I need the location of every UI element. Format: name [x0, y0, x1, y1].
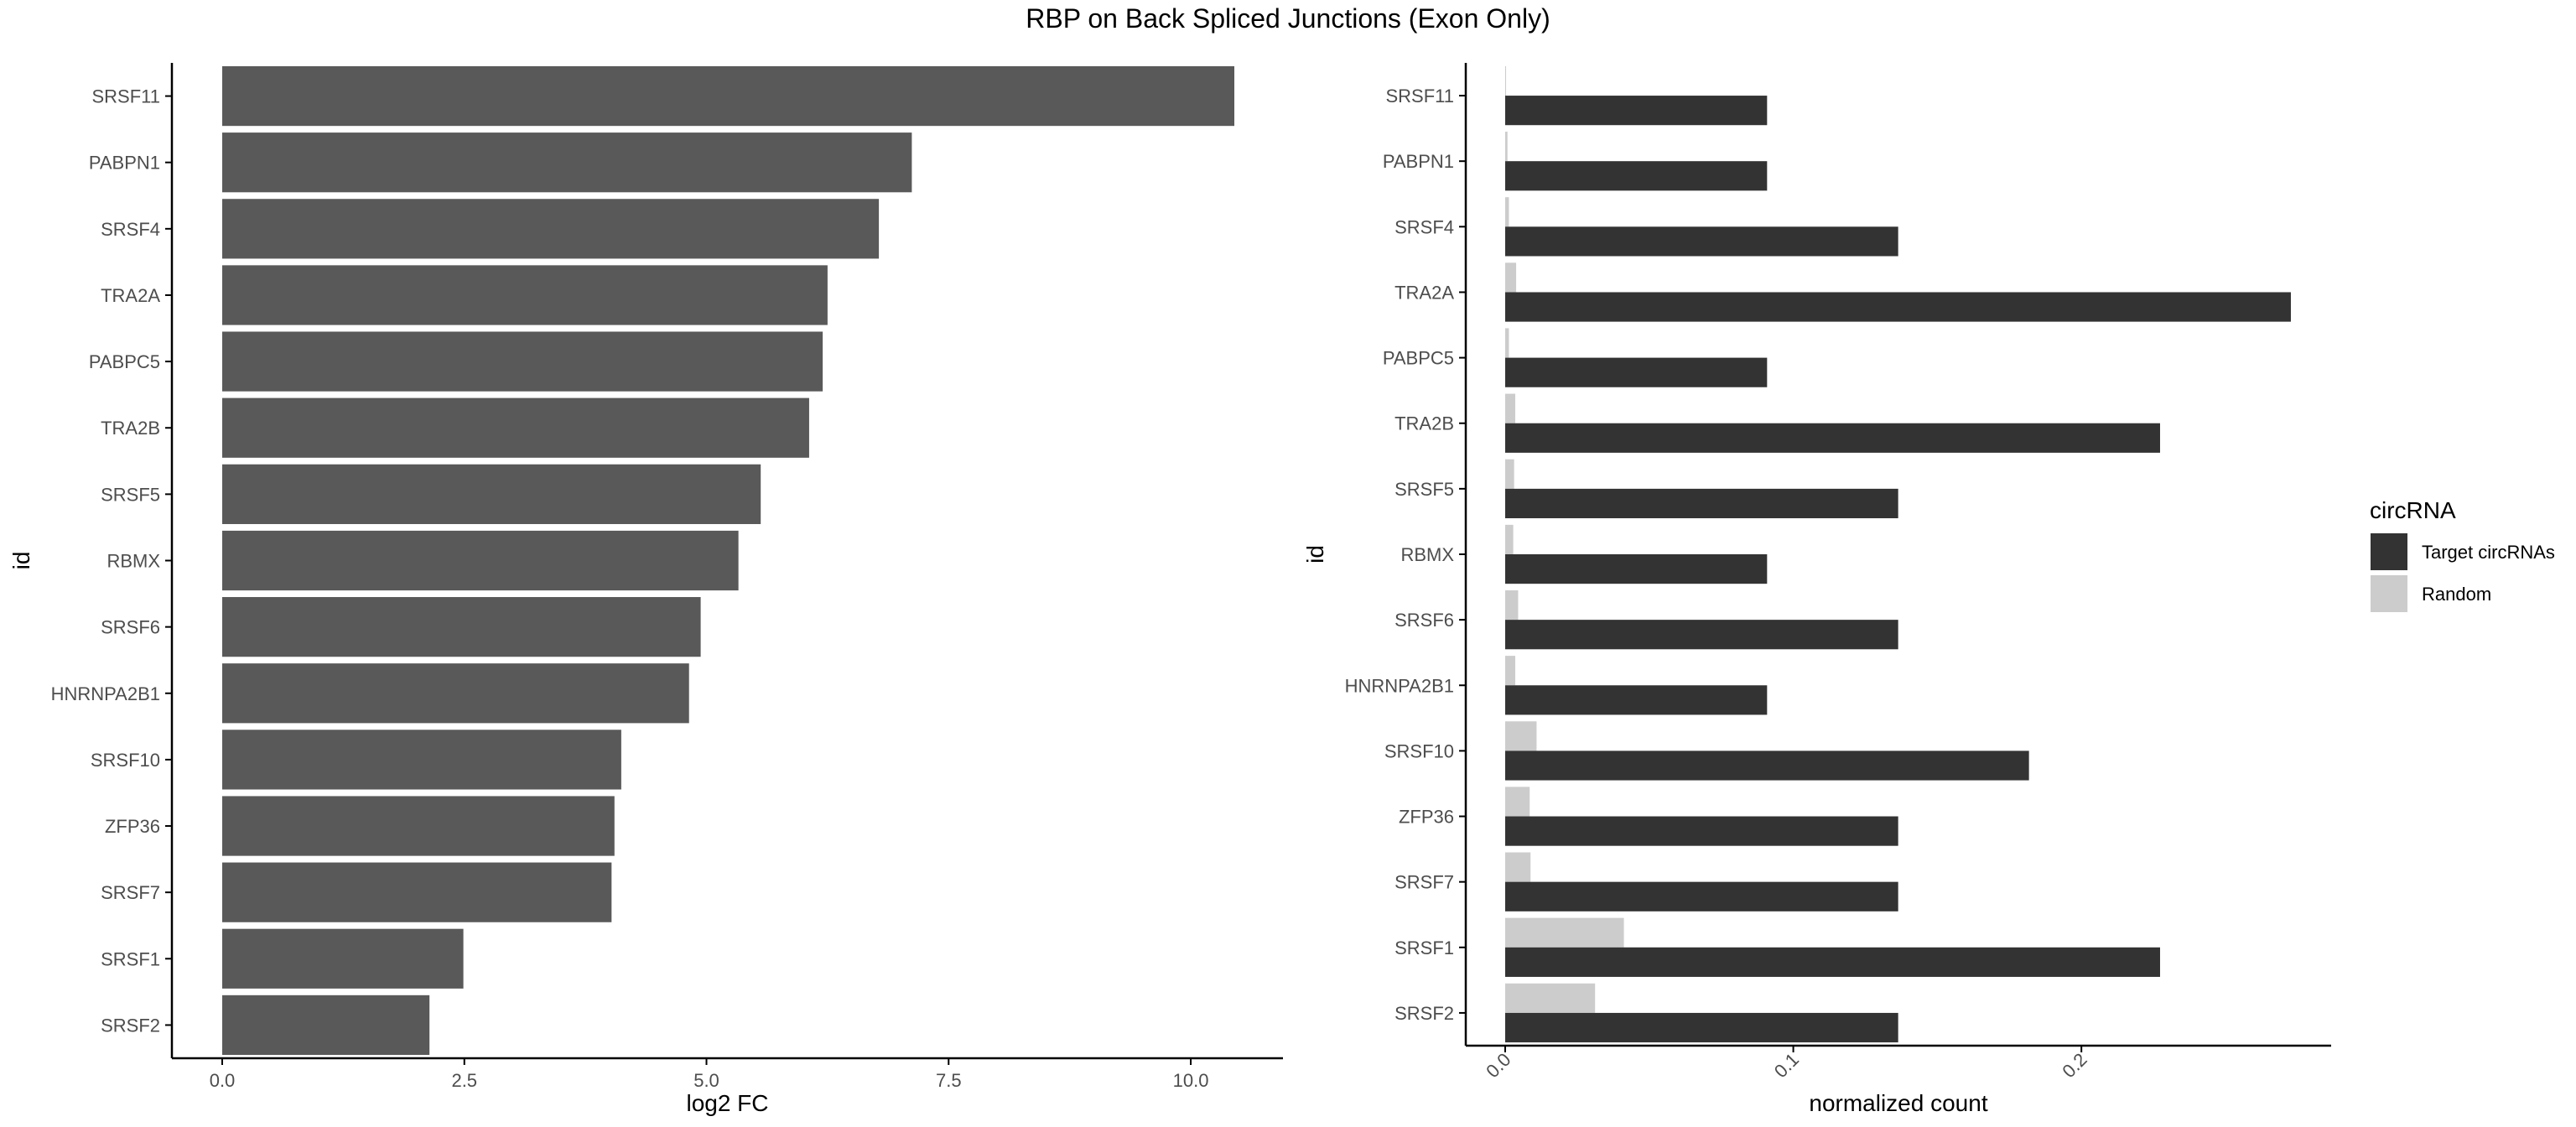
- legend-swatch: [2371, 533, 2407, 570]
- y-tick-label: HNRNPA2B1: [51, 683, 160, 704]
- bar-random-rbmx: [1505, 524, 1514, 554]
- y-tick-label: PABPN1: [89, 153, 160, 174]
- y-axis-title: id: [1302, 545, 1328, 564]
- bar-target-srsf4: [1505, 226, 1898, 257]
- bar-target-hnrnpa2b1: [1505, 685, 1768, 715]
- x-tick-label: 2.5: [451, 1070, 477, 1091]
- y-tick-label: SRSF5: [101, 484, 160, 505]
- bar-random-srsf5: [1505, 459, 1514, 489]
- bar-random-srsf1: [1505, 917, 1624, 948]
- y-tick-label: SRSF4: [1394, 216, 1454, 237]
- bar-random-pabpn1: [1505, 132, 1508, 162]
- bar-srsf1: [222, 928, 464, 989]
- chart-title: RBP on Back Spliced Junctions (Exon Only…: [1026, 3, 1550, 34]
- y-tick-label: SRSF11: [91, 86, 160, 107]
- y-tick-label: SRSF1: [101, 948, 160, 969]
- legend-title: circRNA: [2370, 497, 2456, 523]
- y-tick-label: TRA2B: [101, 418, 160, 439]
- bar-srsf10: [222, 730, 621, 790]
- y-tick-label: ZFP36: [1399, 807, 1454, 828]
- bar-pabpc5: [222, 331, 823, 392]
- bar-target-zfp36: [1505, 816, 1898, 846]
- legend-label: Random: [2422, 584, 2491, 605]
- bar-target-srsf7: [1505, 881, 1898, 911]
- bar-rbmx: [222, 530, 739, 591]
- legend: circRNA Target circRNAs Random: [2370, 497, 2555, 612]
- bar-srsf11: [222, 65, 1234, 127]
- x-tick-label: 0.1: [1770, 1049, 1803, 1082]
- x-tick-label: 0.0: [210, 1070, 236, 1091]
- bar-target-srsf6: [1505, 620, 1898, 650]
- x-tick-label: 5.0: [693, 1070, 719, 1091]
- y-tick-label: SRSF11: [1385, 86, 1454, 106]
- bar-random-srsf4: [1505, 197, 1509, 227]
- bar-srsf6: [222, 597, 701, 657]
- y-tick-label: PABPN1: [1383, 151, 1454, 172]
- y-tick-label: SRSF2: [1394, 1003, 1454, 1024]
- y-tick-label: SRSF10: [91, 750, 160, 771]
- bar-zfp36: [222, 796, 615, 856]
- bar-pabpn1: [222, 132, 912, 193]
- bar-random-tra2a: [1505, 262, 1517, 293]
- x-axis-title: log2 FC: [686, 1090, 768, 1116]
- bar-srsf2: [222, 995, 430, 1056]
- bar-target-tra2a: [1505, 292, 2291, 322]
- x-axis-title: normalized count: [1809, 1090, 1987, 1116]
- bar-random-srsf11: [1505, 65, 1507, 96]
- legend-swatch: [2371, 575, 2407, 612]
- y-tick-label: SRSF7: [101, 882, 160, 903]
- bar-target-srsf5: [1505, 488, 1898, 519]
- y-tick-label: HNRNPA2B1: [1345, 675, 1454, 696]
- y-tick-label: SRSF10: [1384, 740, 1454, 761]
- bar-target-rbmx: [1505, 554, 1768, 584]
- bar-random-hnrnpa2b1: [1505, 656, 1516, 686]
- y-tick-label: TRA2A: [101, 285, 160, 306]
- bar-random-srsf2: [1505, 983, 1596, 1013]
- y-tick-label: PABPC5: [1383, 348, 1454, 369]
- y-tick-label: TRA2B: [1394, 413, 1454, 434]
- bar-random-srsf10: [1505, 721, 1537, 751]
- bar-srsf4: [222, 199, 880, 259]
- bar-target-srsf10: [1505, 750, 2029, 781]
- y-tick-label: SRSF6: [101, 617, 160, 638]
- y-tick-label: SRSF2: [101, 1015, 160, 1036]
- y-tick-label: SRSF5: [1394, 479, 1454, 500]
- y-tick-label: ZFP36: [105, 816, 160, 837]
- y-tick-label: SRSF7: [1394, 872, 1454, 893]
- x-tick-label: 0.0: [1482, 1049, 1514, 1082]
- bar-tra2a: [222, 265, 828, 325]
- bar-srsf5: [222, 464, 761, 524]
- bar-target-pabpn1: [1505, 161, 1768, 191]
- right-panel: SRSF11 PABPN1 SRSF4 TRA2A PABPC5 TRA2B SRSF5 RB…: [1302, 63, 2331, 1116]
- y-tick-label: TRA2A: [1394, 282, 1454, 303]
- bar-random-srsf6: [1505, 589, 1519, 621]
- x-tick-label: 0.2: [2058, 1049, 2090, 1082]
- y-axis-title: id: [8, 552, 34, 570]
- y-tick-label: PABPC5: [89, 351, 160, 372]
- y-tick-label: RBMX: [1400, 544, 1454, 565]
- x-tick-label: 10.0: [1173, 1070, 1209, 1091]
- bar-tra2b: [222, 397, 809, 458]
- bar-random-tra2b: [1505, 393, 1516, 423]
- bar-target-tra2b: [1505, 423, 2160, 453]
- bar-random-zfp36: [1505, 787, 1530, 817]
- bar-target-pabpc5: [1505, 357, 1768, 387]
- bar-random-srsf7: [1505, 852, 1531, 882]
- bar-srsf7: [222, 862, 612, 922]
- bar-target-srsf1: [1505, 947, 2160, 977]
- bar-target-srsf2: [1505, 1012, 1898, 1043]
- left-panel: SRSF11 PABPN1 SRSF4 TRA2A PABPC5 TRA2B SRSF5 RB…: [8, 63, 1283, 1116]
- legend-label: Target circRNAs: [2422, 542, 2555, 563]
- x-tick-label: 7.5: [936, 1070, 962, 1091]
- bar-hnrnpa2b1: [222, 663, 689, 724]
- y-tick-label: SRSF6: [1394, 610, 1454, 631]
- y-tick-label: SRSF4: [101, 219, 160, 240]
- y-tick-label: SRSF1: [1394, 937, 1454, 958]
- bar-random-pabpc5: [1505, 328, 1509, 358]
- bar-target-srsf11: [1505, 96, 1768, 126]
- y-tick-label: RBMX: [106, 551, 160, 572]
